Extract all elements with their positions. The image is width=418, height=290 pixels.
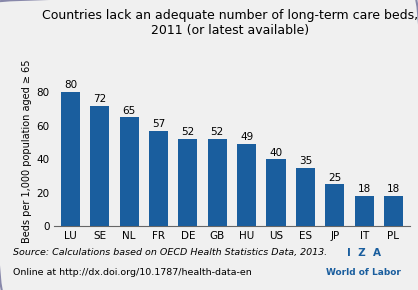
Text: 65: 65 xyxy=(122,106,136,116)
Y-axis label: Beds per 1,000 population aged ≥ 65: Beds per 1,000 population aged ≥ 65 xyxy=(22,59,32,242)
Bar xyxy=(267,159,285,226)
Text: 57: 57 xyxy=(152,119,165,129)
Bar xyxy=(178,139,197,226)
Bar xyxy=(208,139,227,226)
Text: 49: 49 xyxy=(240,133,253,142)
Text: 25: 25 xyxy=(328,173,342,183)
Bar xyxy=(149,131,168,226)
Bar xyxy=(120,117,139,226)
Text: World of Labor: World of Labor xyxy=(326,268,401,277)
Text: 40: 40 xyxy=(270,148,283,157)
Bar xyxy=(354,196,374,226)
Text: Online at http://dx.doi.org/10.1787/health-data-en: Online at http://dx.doi.org/10.1787/heal… xyxy=(13,268,251,277)
Bar xyxy=(296,168,315,226)
Text: 80: 80 xyxy=(64,81,77,90)
Bar xyxy=(90,106,110,226)
Text: 52: 52 xyxy=(211,127,224,137)
Bar xyxy=(325,184,344,226)
Text: Source: Calculations based on OECD Health Statistics Data, 2013.: Source: Calculations based on OECD Healt… xyxy=(13,248,326,257)
Text: 35: 35 xyxy=(299,156,312,166)
Text: 52: 52 xyxy=(181,127,194,137)
Text: Countries lack an adequate number of long-term care beds,
2011 (or latest availa: Countries lack an adequate number of lon… xyxy=(42,9,418,37)
Bar xyxy=(384,196,403,226)
Text: 18: 18 xyxy=(387,184,400,194)
Text: 72: 72 xyxy=(93,94,107,104)
Text: I  Z  A: I Z A xyxy=(347,248,381,258)
Text: 18: 18 xyxy=(357,184,371,194)
Bar xyxy=(61,92,80,226)
Bar xyxy=(237,144,256,226)
